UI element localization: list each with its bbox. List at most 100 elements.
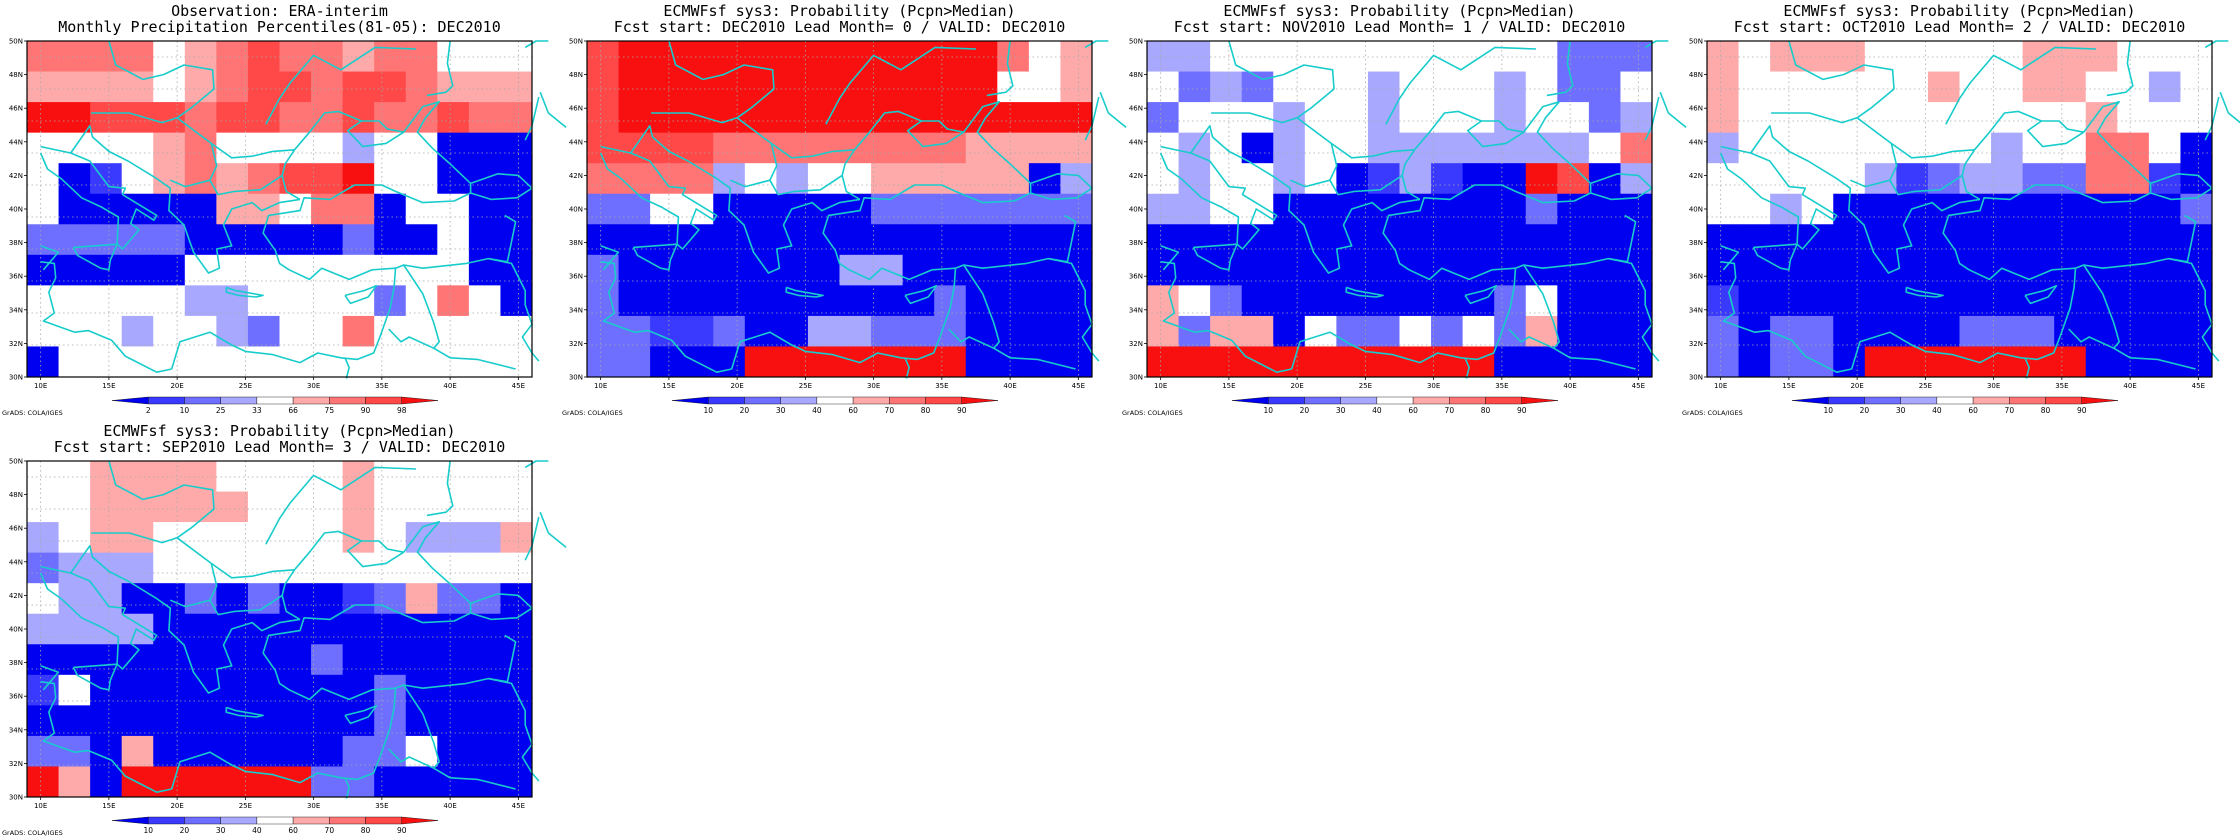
grads-credit: GrADS: COLA/IGES <box>1122 409 1183 417</box>
grid-cell <box>1336 41 1369 72</box>
grid-cell <box>965 193 998 225</box>
color-bar: 10 20 30 40 60 70 80 90 <box>1791 396 2119 415</box>
grid-cell <box>500 491 533 523</box>
map-panel: ECMWFsf sys3: Probability (Pcpn>Median)F… <box>1122 2 1687 417</box>
lat-tick-label: 50N <box>1129 38 1143 46</box>
grid-cell <box>1147 193 1179 225</box>
grid-cell <box>2117 41 2150 72</box>
grid-cell <box>997 193 1030 225</box>
coastline <box>1211 40 1335 124</box>
lon-tick-label: 45E <box>1632 382 1645 390</box>
lon-tick-label: 15E <box>102 802 115 810</box>
grid-cell <box>1833 224 1866 256</box>
color-bar-label: 70 <box>885 406 895 415</box>
grid-cell <box>997 71 1030 103</box>
grid-cell <box>437 522 470 554</box>
grid-cell <box>1991 224 2024 256</box>
grid-cell <box>405 613 438 645</box>
grid-cell <box>1367 285 1400 317</box>
coastline <box>1515 214 1637 269</box>
grid-cell <box>500 644 533 676</box>
grid-cell <box>1210 346 1243 378</box>
grid-cell <box>184 193 217 225</box>
grid-cell <box>1336 315 1369 347</box>
color-bar: 2 10 25 33 66 75 90 98 <box>111 396 439 415</box>
grid-cell <box>1525 224 1558 256</box>
shaded-grid <box>1147 41 1653 378</box>
lat-tick-label: 32N <box>9 340 23 348</box>
grid-cell <box>90 102 123 134</box>
grid-cell <box>184 735 217 767</box>
grid-cell <box>27 461 59 492</box>
grid-cell <box>311 491 344 523</box>
coastline <box>225 286 264 298</box>
grid-cell <box>1336 71 1369 103</box>
grid-cell <box>247 41 280 72</box>
grid-cell <box>871 132 904 164</box>
grid-cell <box>1959 285 1992 317</box>
coastline <box>1508 264 1560 349</box>
grid-cell <box>153 491 186 523</box>
grid-cell <box>90 491 123 523</box>
lon-tick-label: 40E <box>1563 382 1576 390</box>
coastline <box>1889 174 1963 196</box>
coastline <box>40 125 301 274</box>
grid-cell <box>2054 132 2087 164</box>
grid-cell <box>1864 224 1897 256</box>
grid-cell <box>184 315 217 347</box>
grid-cell <box>744 71 777 103</box>
grid-cell <box>965 224 998 256</box>
grid-cell <box>2180 163 2213 195</box>
grid-cell <box>1210 285 1243 317</box>
shaded-grid <box>27 41 533 378</box>
lat-tick-label: 36N <box>1129 273 1143 281</box>
color-bar-label: 10 <box>180 406 190 415</box>
grid-cell <box>965 41 998 72</box>
color-bar: 10 20 30 40 60 70 80 90 <box>1231 396 1559 415</box>
grid-cell <box>374 644 407 676</box>
coastline <box>344 777 350 799</box>
coastline <box>1160 261 1292 373</box>
grid-cell <box>1462 102 1495 134</box>
grid-cell <box>1028 315 1061 347</box>
coastline <box>91 40 215 124</box>
grid-cell <box>1557 315 1590 347</box>
lat-tick-label: 44N <box>569 138 583 146</box>
grid-cell <box>681 41 714 72</box>
grid-cell <box>342 193 375 225</box>
coastline <box>600 261 732 373</box>
color-bar-label: 75 <box>325 406 335 415</box>
coastline <box>209 174 283 196</box>
grid-cell <box>437 346 470 378</box>
grid-cell <box>1991 132 2024 164</box>
grid-cell <box>342 491 375 523</box>
grid-cell <box>247 163 280 195</box>
color-bar-label: 10 <box>143 826 153 835</box>
grid-cell <box>1833 285 1866 317</box>
map-panel: ECMWFsf sys3: Probability (Pcpn>Median)F… <box>562 2 1127 417</box>
grid-cell <box>184 71 217 103</box>
grid-cell <box>1864 285 1897 317</box>
grid-cell <box>121 522 154 554</box>
grid-cell <box>311 644 344 676</box>
grid-cell <box>744 224 777 256</box>
grid-cell <box>468 705 501 737</box>
coastline <box>426 40 454 97</box>
grid-cell <box>744 163 777 195</box>
grid-cell <box>153 766 186 798</box>
coastline <box>1084 40 1109 49</box>
panel-title-line-2: Fcst start: SEP2010 Lead Month= 3 / VALI… <box>54 438 506 456</box>
coastline <box>1752 243 1798 271</box>
grid-cell <box>468 491 501 523</box>
grid-cell <box>405 41 438 72</box>
grid-cell <box>1738 71 1771 103</box>
grid-cell <box>2148 132 2181 164</box>
grid-cell <box>374 552 407 584</box>
grid-cell <box>121 285 154 317</box>
grid-cell <box>216 346 249 378</box>
lat-tick-label: 34N <box>1689 306 1703 314</box>
grid-cell <box>1336 285 1369 317</box>
grid-cell <box>1431 285 1464 317</box>
grid-cell <box>1801 132 1834 164</box>
grid-cell <box>216 224 249 256</box>
